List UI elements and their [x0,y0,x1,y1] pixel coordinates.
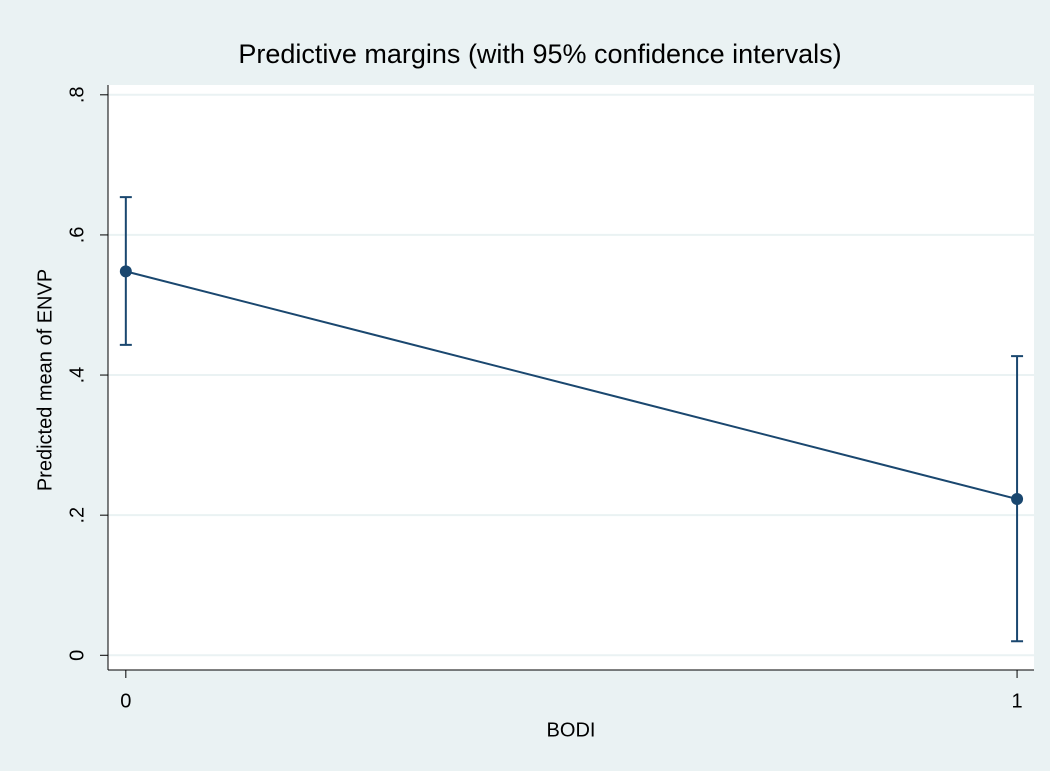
x-tick-label: 0 [120,690,131,712]
chart-title: Predictive margins (with 95% confidence … [238,39,841,69]
x-axis-title: BODI [547,719,596,741]
x-tick-label: 1 [1012,690,1023,712]
y-tick-label: .6 [66,227,88,244]
y-axis-title: Predicted mean of ENVP [34,269,56,491]
point [1011,493,1024,506]
point [119,265,132,278]
y-tick-label: 0 [66,650,88,661]
y-tick-label: .4 [66,367,88,384]
plot-area [108,85,1034,670]
y-tick-label: .2 [66,507,88,524]
line [125,270,1018,501]
y-tick-label: .8 [66,86,88,103]
